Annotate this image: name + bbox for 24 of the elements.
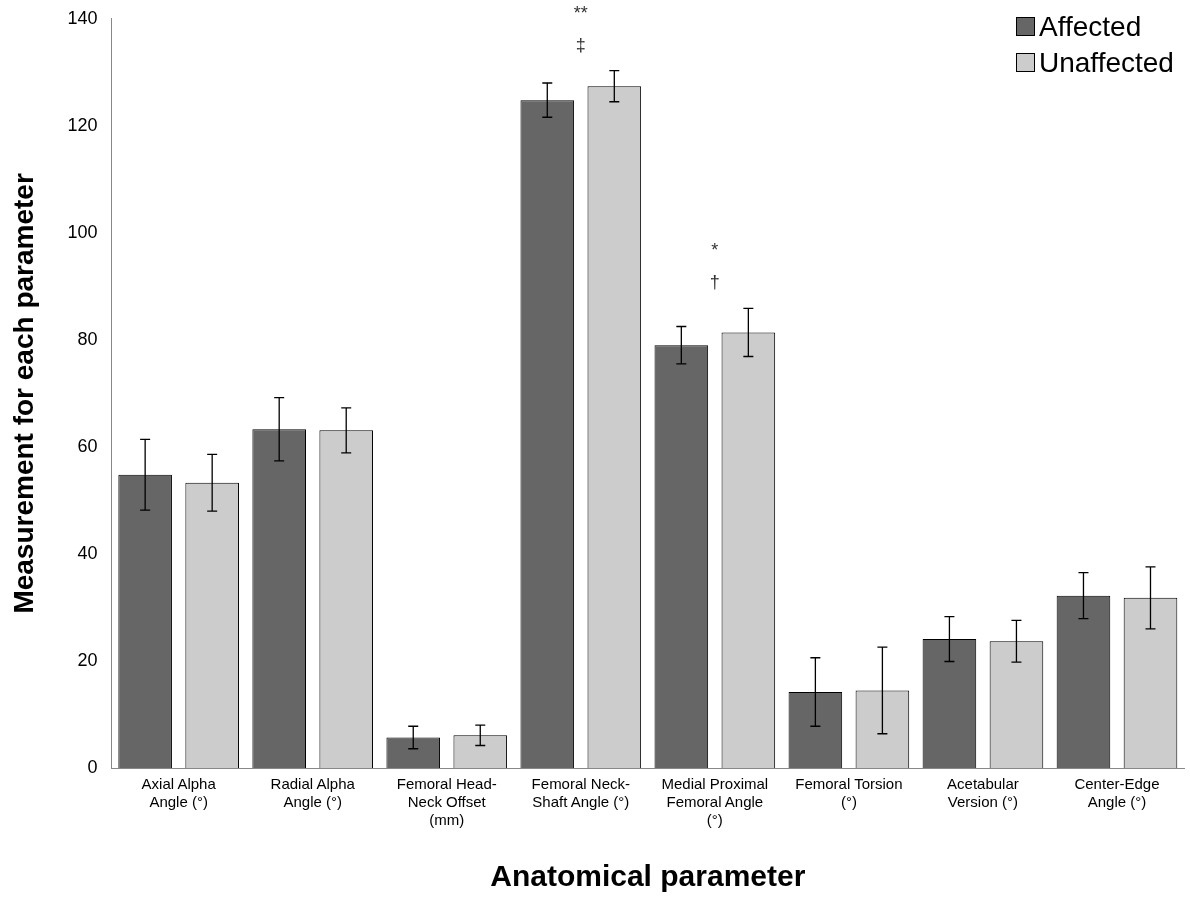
y-tick-label: 100: [67, 221, 98, 242]
y-tick-label: 60: [77, 435, 98, 456]
annotation: *: [711, 240, 719, 261]
y-axis-title: Measurement for each parameter: [7, 173, 39, 614]
x-axis-title: Anatomical parameter: [490, 859, 806, 893]
legend-label: Affected: [1039, 9, 1142, 44]
y-tick-label: 20: [77, 649, 98, 670]
legend-label: Unaffected: [1039, 45, 1174, 80]
y-tick-label: 140: [67, 7, 98, 28]
annotation: ‡: [575, 34, 586, 55]
x-tick-label: Center-Edge Angle (°): [1074, 775, 1160, 811]
x-tick-label: Femoral Head-Neck Offset (mm): [396, 775, 497, 829]
annotation: **: [573, 2, 588, 23]
y-tick-label: 120: [67, 114, 98, 135]
annotation: †: [709, 272, 720, 293]
x-tick-label: Medial Proximal Femoral Angle (°): [661, 775, 769, 829]
x-tick-label: Acetabular Version (°): [947, 775, 1019, 811]
y-tick-label: 80: [77, 328, 98, 349]
x-tick-label: Radial Alpha Angle (°): [270, 775, 356, 811]
x-tick-label: Axial Alpha Angle (°): [141, 775, 217, 811]
x-tick-label: Femoral Torsion (°): [795, 775, 903, 811]
y-tick-label: 0: [87, 756, 98, 777]
y-tick-label: 40: [77, 542, 98, 563]
x-tick-label: Femoral Neck-Shaft Angle (°): [531, 775, 630, 811]
